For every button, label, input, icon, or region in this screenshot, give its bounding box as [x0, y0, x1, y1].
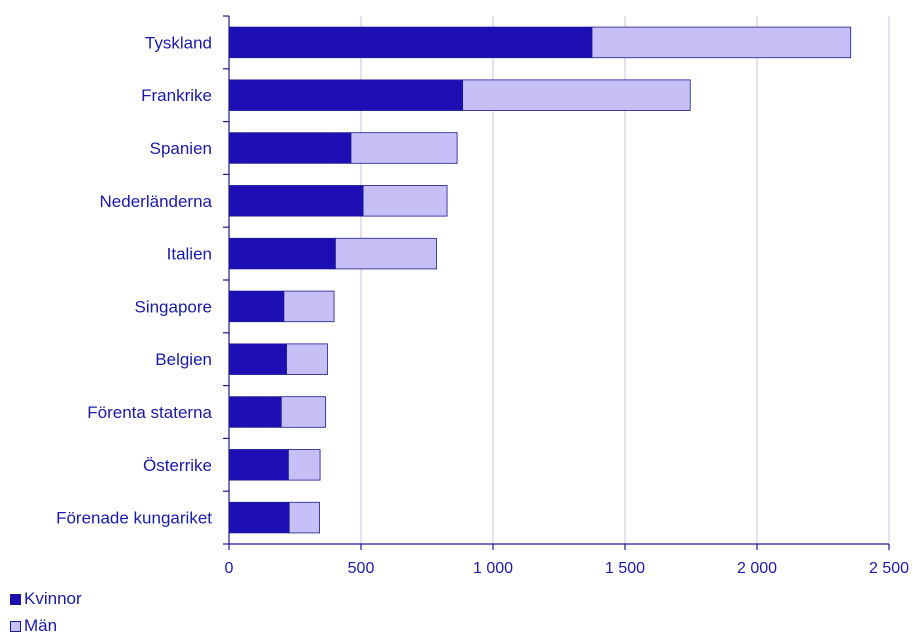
category-label-4: Italien — [167, 245, 212, 264]
x-tick-labels: 0 500 1 000 1 500 2 000 2 500 — [225, 560, 910, 577]
bar-kvinnor-8 — [228, 449, 289, 481]
category-label-2: Spanien — [150, 139, 212, 158]
category-label-5: Singapore — [134, 297, 212, 316]
category-labels: Tyskland Frankrike Spanien Nederländerna Ita… — [56, 33, 212, 527]
bar-kvinnor-2 — [228, 132, 352, 164]
x-tick-label-4: 2 000 — [737, 560, 777, 577]
y-axis-ticks — [223, 15, 229, 545]
legend-swatch-kvinnor — [10, 593, 21, 605]
x-tick-label-3: 1 500 — [605, 560, 645, 577]
bar-kvinnor-1 — [228, 79, 464, 111]
bar-man-0 — [591, 26, 852, 59]
bar-chart: Tyskland Frankrike Spanien Nederländerna Ita… — [56, 15, 910, 577]
bar-man-3 — [362, 185, 448, 217]
bars — [228, 26, 852, 534]
bar-man-4 — [334, 237, 437, 270]
bar-kvinnor-4 — [228, 237, 336, 270]
x-axis-ticks — [228, 544, 890, 550]
x-tick-label-0: 0 — [225, 560, 234, 577]
category-label-8: Österrike — [143, 456, 212, 475]
legend-label-kvinnor: Kvinnor — [24, 589, 82, 608]
bar-man-9 — [288, 501, 320, 534]
category-label-9: Förenade kungariket — [56, 509, 212, 528]
category-label-0: Tyskland — [145, 33, 212, 52]
x-tick-label-2: 1 000 — [473, 560, 513, 577]
bar-kvinnor-0 — [228, 26, 593, 59]
x-tick-label-1: 500 — [348, 560, 375, 577]
category-label-1: Frankrike — [141, 86, 212, 105]
legend-item-kvinnor: Kvinnor — [10, 589, 82, 609]
bar-kvinnor-9 — [228, 501, 290, 534]
bar-man-6 — [286, 343, 328, 375]
bar-man-1 — [462, 79, 691, 111]
x-tick-label-5: 2 500 — [869, 560, 909, 577]
legend-swatch-man — [10, 620, 21, 632]
bar-kvinnor-3 — [228, 185, 364, 217]
category-label-7: Förenta staterna — [87, 403, 212, 422]
bar-man-7 — [280, 396, 327, 428]
bar-kvinnor-6 — [228, 343, 287, 375]
legend-label-man: Män — [24, 616, 58, 635]
category-label-6: Belgien — [155, 350, 212, 369]
bar-kvinnor-7 — [228, 396, 282, 428]
bar-man-8 — [287, 449, 321, 481]
category-label-3: Nederländerna — [100, 192, 213, 211]
legend-item-man: Män — [10, 616, 57, 636]
bar-man-5 — [283, 290, 335, 323]
bar-kvinnor-5 — [228, 290, 285, 323]
bar-man-2 — [350, 132, 458, 164]
